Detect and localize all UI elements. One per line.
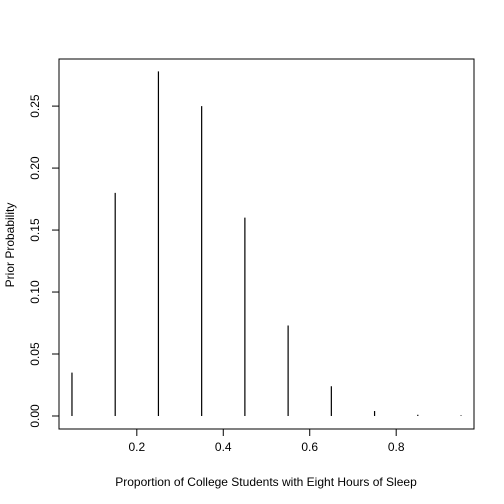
- y-tick-label: 0.20: [28, 156, 42, 180]
- x-axis: 0.2 0.4 0.6 0.8: [128, 429, 405, 454]
- y-tick-label: 0.10: [28, 280, 42, 304]
- bars: [71, 71, 462, 416]
- y-axis: 0.00 0.05 0.10 0.15 0.20 0.25: [28, 94, 59, 428]
- x-tick-label: 0.8: [388, 440, 405, 454]
- x-tick-label: 0.4: [215, 440, 232, 454]
- y-tick-label: 0.05: [28, 342, 42, 366]
- y-tick-label: 0.25: [28, 94, 42, 118]
- y-tick-label: 0.15: [28, 218, 42, 242]
- y-tick-label: 0.00: [28, 404, 42, 428]
- x-tick-label: 0.2: [128, 440, 145, 454]
- plot-box: [58, 58, 475, 430]
- x-tick-label: 0.6: [301, 440, 318, 454]
- x-axis-label: Proportion of College Students with Eigh…: [115, 475, 417, 489]
- y-axis-label: Prior Probability: [3, 203, 17, 288]
